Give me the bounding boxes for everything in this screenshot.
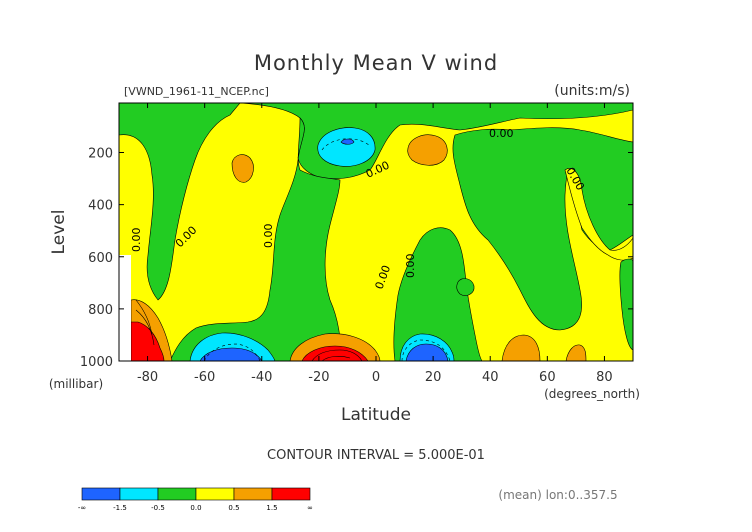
y-unit-label: (millibar) xyxy=(49,377,103,391)
region-green-left xyxy=(119,103,241,301)
colorbar-label: -1.5 xyxy=(113,504,127,512)
x-axis-label: Latitude xyxy=(341,405,411,425)
x-tick-label: -80 xyxy=(137,370,158,385)
region-red-southpole xyxy=(130,321,165,361)
x-unit-label: (degrees_north) xyxy=(544,387,640,401)
colorbar-swatch xyxy=(271,487,311,501)
x-tick-label: -60 xyxy=(194,370,215,385)
contour-lines xyxy=(135,138,451,361)
region-green-patch-1 xyxy=(456,278,475,296)
region-orange-left xyxy=(231,154,254,183)
colorbar: -∞ -1.5 -0.5 0.0 0.5 1.5 ∞ xyxy=(78,487,313,512)
region-blue-bottom-right xyxy=(405,343,449,361)
x-tick-label: 80 xyxy=(596,370,613,385)
colorbar-label: 1.5 xyxy=(266,504,277,512)
chart-title: Monthly Mean V wind xyxy=(254,51,498,75)
region-cyan-top xyxy=(317,127,376,167)
colorbar-swatch xyxy=(157,487,197,501)
x-tick-label: -20 xyxy=(308,370,329,385)
region-green-center xyxy=(393,227,483,361)
y-tick-label: 800 xyxy=(88,303,113,318)
colorbar-label: 0.5 xyxy=(228,504,239,512)
y-axis: 200 400 600 800 1000 xyxy=(80,147,633,370)
contour-interval: CONTOUR INTERVAL = 5.000E-01 xyxy=(267,448,485,463)
x-tick-label: 40 xyxy=(482,370,499,385)
region-undefined xyxy=(119,255,131,361)
x-tick-label: -40 xyxy=(251,370,272,385)
region-green-patch-2 xyxy=(619,258,633,351)
contour-label-zero: 0.00 xyxy=(262,224,275,249)
region-yellow-right-tongue xyxy=(564,168,633,261)
colorbar-label: 0.0 xyxy=(190,504,201,512)
y-tick-label: 200 xyxy=(88,147,113,162)
y-tick-label: 400 xyxy=(88,199,113,214)
colorbar-swatch xyxy=(119,487,159,501)
x-tick-label: 0 xyxy=(372,370,380,385)
colorbar-label: -0.5 xyxy=(151,504,165,512)
region-orange-bottom-right-2 xyxy=(565,344,587,361)
x-tick-label: 60 xyxy=(539,370,556,385)
y-tick-label: 600 xyxy=(88,251,113,266)
region-orange-bottom-right-1 xyxy=(501,334,541,361)
contour-label-zero: 0.00 xyxy=(489,127,514,140)
x-tick-label: 20 xyxy=(425,370,442,385)
region-green-center-left xyxy=(169,117,341,361)
colorbar-swatch xyxy=(81,487,121,501)
colorbar-label: ∞ xyxy=(307,504,313,512)
colorbar-label: -∞ xyxy=(78,504,86,512)
x-axis: -80 -60 -40 -20 0 20 40 60 80 xyxy=(137,103,613,385)
contour-label-zero: 0.00 xyxy=(404,254,417,279)
colorbar-swatch xyxy=(195,487,235,501)
region-blue-top xyxy=(340,138,355,145)
region-orange-top xyxy=(407,134,448,166)
units-label: (units:m/s) xyxy=(554,83,630,99)
region-green-right xyxy=(452,127,633,331)
y-tick-label: 1000 xyxy=(80,355,113,370)
region-blue-bottom-left xyxy=(199,347,263,361)
dataset-label: [VWND_1961-11_NCEP.nc] xyxy=(124,85,269,98)
footnote: (mean) lon:0..357.5 xyxy=(498,488,617,502)
y-axis-label: Level xyxy=(49,210,69,255)
contour-label-zero: 0.00 xyxy=(130,228,143,253)
colorbar-swatch xyxy=(233,487,273,501)
